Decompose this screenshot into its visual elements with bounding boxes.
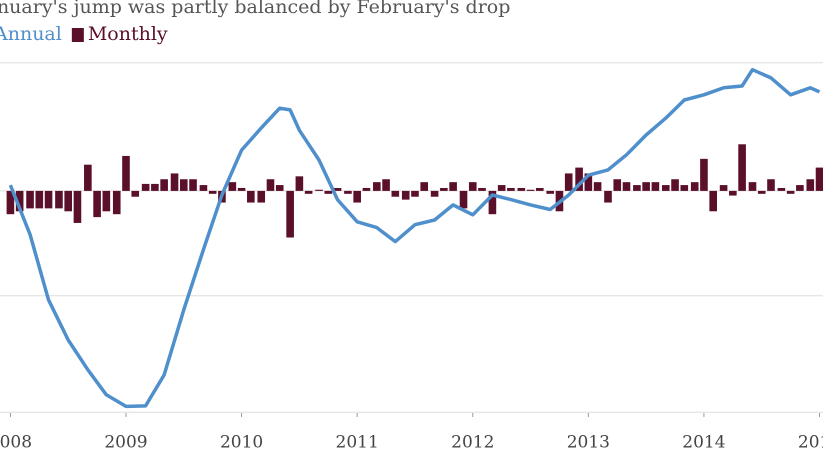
bar (93, 190, 101, 218)
bar (767, 179, 775, 191)
bar (671, 179, 679, 191)
bar (73, 190, 82, 223)
bar (729, 190, 737, 196)
bar (6, 190, 15, 215)
bar (131, 190, 140, 197)
bar (344, 190, 352, 194)
bar (102, 190, 111, 212)
bar (64, 190, 72, 212)
bar (170, 173, 179, 191)
bar (449, 182, 457, 191)
bar (55, 190, 63, 209)
bar (247, 190, 255, 203)
bar (275, 185, 284, 191)
bar (391, 190, 400, 197)
bar (237, 187, 246, 191)
bar (593, 182, 602, 191)
bar (353, 190, 361, 203)
bar (536, 187, 544, 191)
bar (661, 185, 670, 191)
bar (430, 190, 439, 197)
line (8, 67, 821, 409)
bar (382, 179, 390, 191)
bar (35, 190, 44, 209)
bar (199, 185, 208, 191)
x-tick-label: 2013 (567, 433, 610, 453)
bar (15, 190, 24, 212)
bar (546, 190, 555, 194)
bar (468, 182, 477, 191)
x-tick-label: 2011 (336, 433, 379, 453)
bar (179, 179, 188, 191)
bar (257, 190, 266, 203)
bar (757, 190, 766, 194)
bar (459, 190, 468, 209)
bar (478, 187, 486, 191)
bar (324, 190, 333, 194)
bar (189, 179, 197, 191)
bar (575, 167, 583, 191)
bar (141, 183, 150, 191)
bar (84, 164, 92, 191)
legend-swatch (71, 28, 84, 42)
x-tick-label: 2014 (682, 433, 725, 453)
bar (719, 185, 728, 191)
bar (651, 182, 660, 191)
bar (26, 190, 34, 209)
bar (228, 182, 237, 191)
legend-label: Annual (0, 23, 62, 45)
bar (440, 187, 448, 191)
bar (613, 179, 622, 191)
bar (709, 190, 717, 212)
legend-label: Monthly (88, 23, 168, 45)
bar (796, 185, 804, 191)
bar (160, 179, 168, 191)
bar (151, 183, 159, 191)
bar (488, 190, 497, 215)
x-tick-label: 2012 (451, 433, 494, 453)
bar (295, 176, 304, 191)
bar (112, 190, 121, 215)
bar (401, 190, 410, 200)
bar (507, 187, 515, 191)
bar (44, 190, 53, 209)
bar (564, 173, 573, 191)
bar (642, 182, 650, 191)
bar (122, 155, 130, 191)
bar (497, 185, 506, 191)
bar (806, 179, 815, 191)
chart-title: January's jump was partly balanced by Fe… (0, 0, 510, 18)
bar (373, 182, 381, 191)
bar (680, 185, 689, 191)
bar (622, 182, 631, 191)
bar (362, 187, 371, 191)
bar (738, 144, 746, 191)
x-tick-label: 2008 (0, 433, 32, 453)
bar (786, 190, 795, 194)
bar (777, 187, 786, 191)
x-tick-label: 2015 (798, 433, 823, 453)
bar (748, 182, 757, 191)
bar (304, 190, 313, 194)
bar (286, 190, 294, 238)
bar (517, 187, 526, 191)
bar (604, 190, 612, 203)
bar (633, 185, 641, 191)
bar (420, 182, 429, 191)
bar (208, 190, 217, 194)
x-tick-label: 2010 (220, 433, 263, 453)
bar (700, 158, 708, 191)
bar (584, 173, 593, 191)
x-tick-label: 2009 (104, 433, 147, 453)
bar (526, 189, 535, 191)
bar (266, 179, 275, 191)
bar (815, 167, 823, 191)
bar (411, 190, 419, 197)
bar (690, 182, 699, 191)
bar (315, 189, 323, 191)
bar (333, 187, 342, 191)
